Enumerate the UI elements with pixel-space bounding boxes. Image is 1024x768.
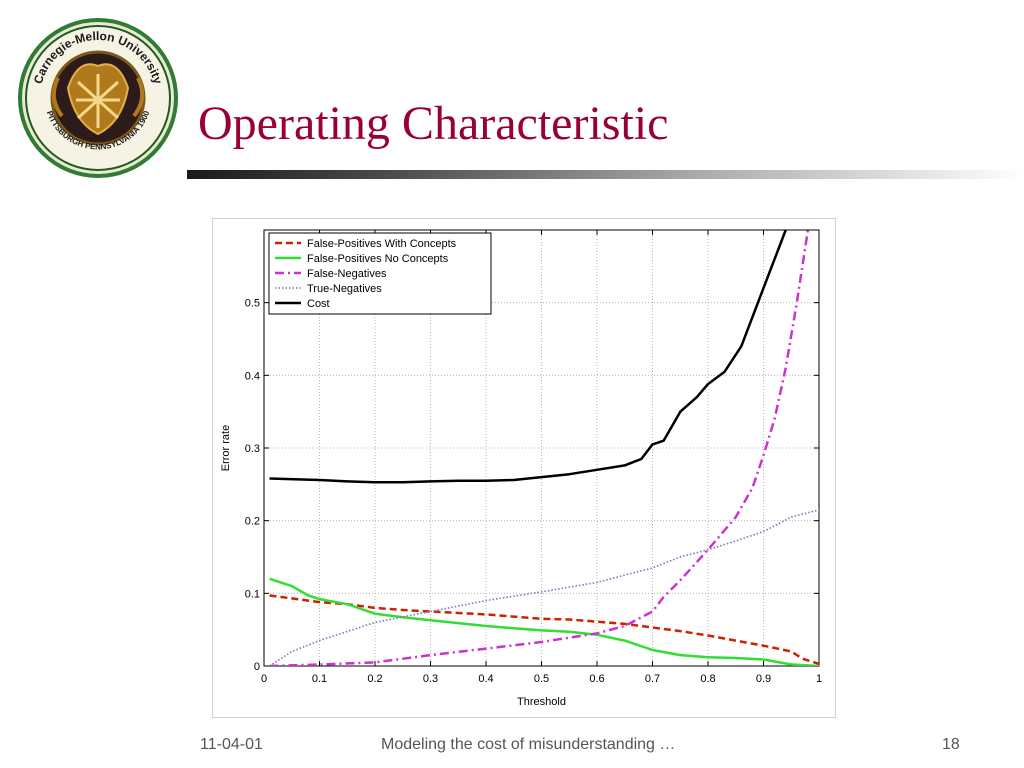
series-layer [269,230,819,666]
x-tick-label: 0.2 [367,673,382,685]
x-tick-label: 0.6 [589,673,604,685]
x-tick-label: 0.1 [312,673,327,685]
series-false-positives-no-concepts [269,577,819,666]
y-tick-label: 0 [254,661,260,673]
footer-title: Modeling the cost of misunderstanding … [381,736,676,753]
x-tick-label: 1 [816,673,822,685]
x-tick-label: 0.9 [756,673,771,685]
legend-label: Cost [307,298,330,310]
legend-label: True-Negatives [307,283,382,295]
carnegie-mellon-logo: Carnegie-Mellon University PITTSBURGH PE… [18,18,178,178]
y-tick-label: 0.1 [245,588,260,600]
x-tick-label: 0 [261,673,267,685]
footer-date: 11-04-01 [200,736,263,753]
legend-label: False-Positives No Concepts [307,253,449,265]
x-tick-label: 0.3 [423,673,438,685]
series-false-negatives [269,230,810,666]
page-number: 18 [942,736,960,753]
legend-box [268,232,492,315]
legend-label: False-Positives With Concepts [307,238,457,250]
y-tick-label: 0.5 [245,298,260,310]
x-tick-label: 0.7 [645,673,660,685]
slide-title: Operating Characteristic [198,97,669,150]
y-axis-label: Error rate [220,425,232,471]
x-tick-label: 0.8 [700,673,715,685]
x-tick-label: 0.5 [534,673,549,685]
x-axis-label: Threshold [517,696,566,708]
y-tick-label: 0.2 [245,516,260,528]
x-tick-label: 0.4 [478,673,493,685]
y-tick-label: 0.4 [245,370,260,382]
title-rule [187,170,1024,179]
line-chart: 0 0.1 0.2 0.3 0.4 0.5 0.6 0.7 0.8 0.9 1 0 0.1 0.2 0.3 0… [220,229,822,708]
y-tick-label: 0.3 [245,443,260,455]
legend-label: False-Negatives [307,268,387,280]
series-cost [269,230,787,484]
axis-ticks: 0 0.1 0.2 0.3 0.4 0.5 0.6 0.7 0.8 0.9 1 0 0.1 0.2 0.3 0… [245,230,822,685]
series-true-negatives [269,509,819,666]
chart-legend: False-Positives With Concepts False-Posit… [268,232,492,315]
series-false-positives-with-concepts [269,594,819,665]
